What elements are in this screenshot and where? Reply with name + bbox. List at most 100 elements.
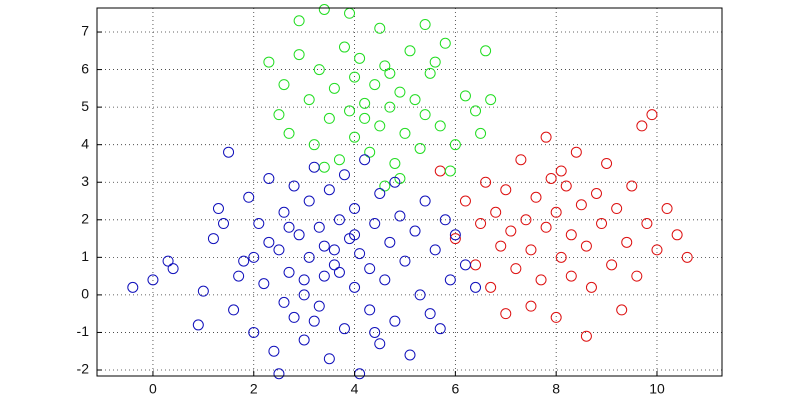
point [293, 229, 305, 241]
point [555, 251, 567, 263]
y-tick-label: 5 [81, 98, 89, 114]
y-tick-label: 2 [81, 210, 89, 226]
y-tick-label: 6 [81, 60, 89, 76]
point [248, 326, 260, 338]
point [530, 191, 542, 203]
point [429, 56, 441, 68]
point [273, 368, 285, 380]
point [439, 37, 451, 49]
point [434, 323, 446, 335]
point [404, 45, 416, 57]
point [207, 233, 219, 245]
point [419, 195, 431, 207]
point [338, 169, 350, 181]
point [298, 274, 310, 286]
y-tick-label: -2 [77, 361, 90, 377]
point [278, 79, 290, 91]
y-tick-label: -1 [77, 323, 90, 339]
point [394, 86, 406, 98]
y-tick-label: 1 [81, 248, 89, 264]
point [641, 218, 653, 230]
point [379, 274, 391, 286]
point [303, 94, 315, 106]
point [399, 127, 411, 139]
point [338, 323, 350, 335]
point [374, 120, 386, 132]
point [485, 281, 497, 293]
x-tick-label: 2 [250, 381, 258, 397]
point [263, 172, 275, 184]
point [596, 218, 608, 230]
point [354, 52, 366, 64]
point [283, 127, 295, 139]
point [429, 244, 441, 256]
point [308, 139, 320, 151]
point [167, 263, 179, 275]
point [470, 281, 482, 293]
point [359, 112, 371, 124]
point [344, 105, 356, 117]
point [505, 225, 517, 237]
point [399, 255, 411, 267]
point [661, 203, 673, 215]
point [580, 330, 592, 342]
point [550, 206, 562, 218]
point [520, 214, 532, 226]
point [570, 146, 582, 158]
point [500, 184, 512, 196]
point [192, 319, 204, 331]
point [349, 229, 361, 241]
point [253, 218, 265, 230]
point [333, 154, 345, 166]
point [374, 188, 386, 200]
point [424, 308, 436, 320]
grid [97, 8, 722, 376]
point [238, 255, 250, 267]
point [364, 146, 376, 158]
point [379, 180, 391, 192]
point [459, 90, 471, 102]
point [606, 259, 618, 271]
point [298, 334, 310, 346]
point [389, 176, 401, 188]
point [681, 251, 693, 263]
plot-frame [96, 7, 723, 377]
point [419, 19, 431, 31]
point [263, 236, 275, 248]
point [233, 270, 245, 282]
point [449, 229, 461, 241]
point [293, 49, 305, 61]
x-tick-label: 8 [552, 381, 560, 397]
point [535, 274, 547, 286]
point [162, 255, 174, 267]
point [308, 161, 320, 173]
point [223, 146, 235, 158]
point [449, 233, 461, 245]
point [480, 176, 492, 188]
point [328, 244, 340, 256]
point [590, 188, 602, 200]
point [444, 165, 456, 177]
point [384, 67, 396, 79]
point [414, 142, 426, 154]
point [283, 266, 295, 278]
point [475, 218, 487, 230]
point [434, 120, 446, 132]
point [273, 244, 285, 256]
point [273, 109, 285, 121]
point [298, 289, 310, 301]
point [369, 218, 381, 230]
point [218, 218, 230, 230]
point [495, 240, 507, 252]
point [268, 345, 280, 357]
point [545, 172, 557, 184]
point [364, 263, 376, 275]
y-tick-label: 0 [81, 286, 89, 302]
point [515, 154, 527, 166]
point [540, 221, 552, 233]
point [626, 180, 638, 192]
point [404, 349, 416, 361]
point [313, 64, 325, 76]
point [328, 82, 340, 94]
